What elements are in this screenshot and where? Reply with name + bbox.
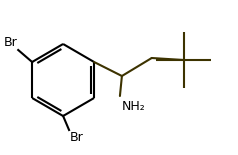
Text: NH₂: NH₂ (122, 100, 146, 113)
Text: Br: Br (70, 131, 84, 144)
Text: Br: Br (4, 36, 17, 49)
